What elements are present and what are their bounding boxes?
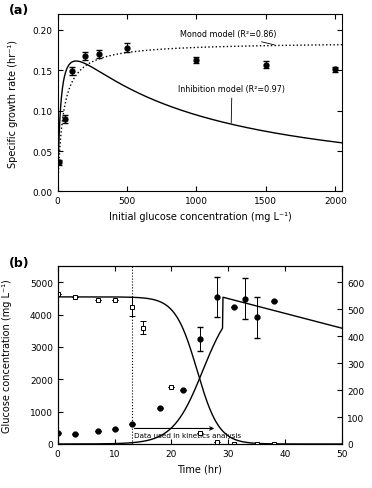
Text: (b): (b) (9, 256, 30, 269)
Text: Inhibition model (R²=0.97): Inhibition model (R²=0.97) (179, 84, 285, 123)
Y-axis label: Glucose concentration (mg L⁻¹): Glucose concentration (mg L⁻¹) (2, 279, 12, 432)
X-axis label: Initial glucose concentration (mg L⁻¹): Initial glucose concentration (mg L⁻¹) (109, 211, 291, 222)
Text: Data used in kinetics analysis: Data used in kinetics analysis (135, 432, 242, 438)
Text: Monod model (R²=0.86): Monod model (R²=0.86) (180, 30, 276, 46)
X-axis label: Time (hr): Time (hr) (177, 464, 222, 473)
Text: (a): (a) (9, 4, 29, 17)
Y-axis label: Specific growth rate (hr⁻¹): Specific growth rate (hr⁻¹) (8, 40, 18, 167)
